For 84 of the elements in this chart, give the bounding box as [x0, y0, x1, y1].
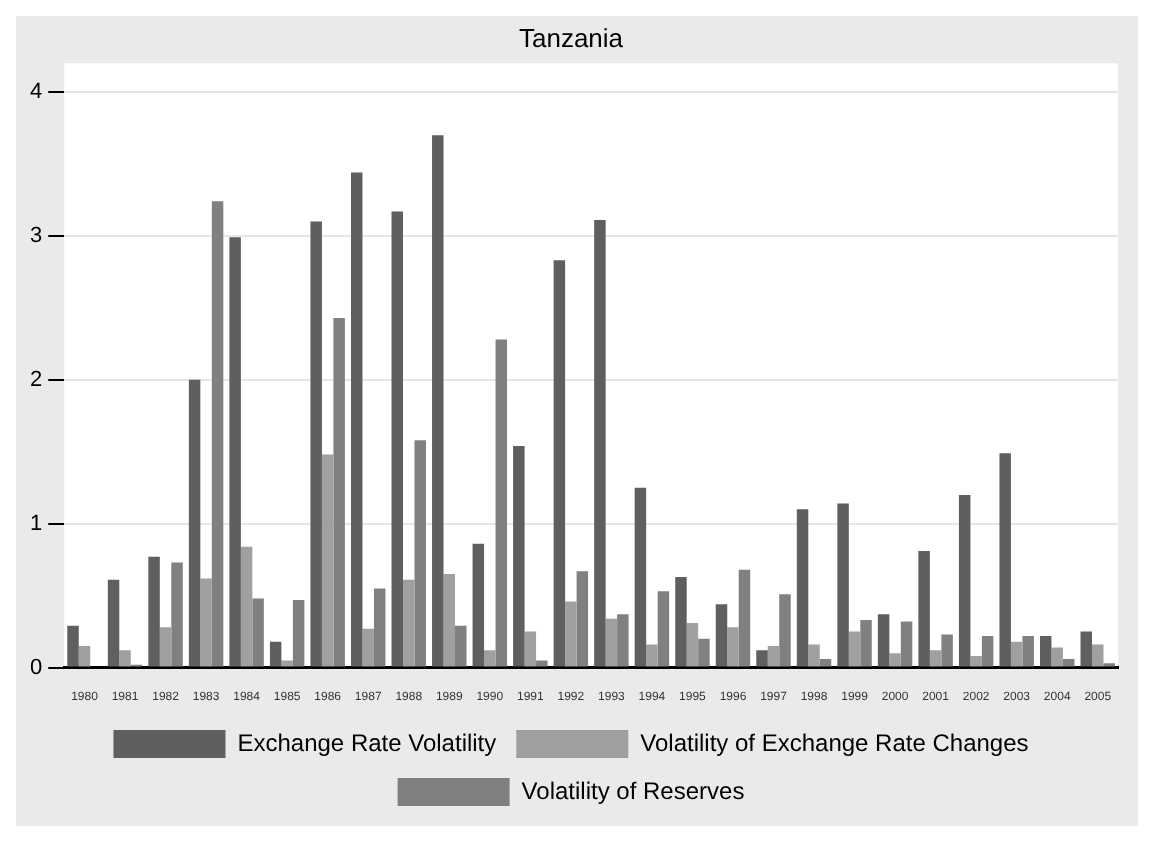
- bar: [767, 646, 780, 667]
- bar: [414, 440, 426, 667]
- bar: [779, 594, 791, 667]
- legend-label: Volatility of Exchange Rate Changes: [640, 728, 1029, 757]
- bar: [565, 601, 577, 667]
- bar: [796, 509, 809, 667]
- bar: [269, 641, 282, 667]
- bar: [67, 625, 79, 667]
- bar: [727, 627, 739, 667]
- bar: [819, 658, 832, 667]
- bar: [756, 650, 768, 667]
- bar: [605, 618, 618, 667]
- y-tick-label: 4: [29, 80, 43, 105]
- bar: [443, 574, 456, 667]
- bar: [484, 650, 496, 667]
- bar: [553, 260, 566, 667]
- bar: [402, 579, 415, 667]
- bar: [929, 650, 942, 667]
- bar: [252, 598, 264, 667]
- bar: [159, 627, 172, 667]
- bar: [808, 644, 820, 667]
- bar: [362, 628, 374, 667]
- bar: [350, 172, 363, 667]
- bar: [321, 454, 334, 667]
- bar: [1091, 644, 1104, 667]
- bar: [1051, 647, 1063, 667]
- legend-label: Exchange Rate Volatility: [237, 728, 497, 757]
- bar: [889, 653, 901, 667]
- y-tick-label: 2: [29, 367, 43, 392]
- bar: [229, 237, 241, 667]
- y-tick-label: 0: [29, 655, 43, 680]
- bar: [536, 660, 548, 667]
- bar: [211, 201, 224, 667]
- bar: [576, 571, 589, 667]
- bar: [171, 562, 183, 667]
- bar: [1039, 635, 1052, 667]
- bar: [524, 631, 537, 667]
- bar: [970, 656, 982, 667]
- bar: [281, 660, 293, 667]
- bar: [310, 221, 322, 667]
- bar: [981, 635, 994, 667]
- bar: [119, 650, 131, 667]
- bar: [657, 591, 670, 667]
- bar: [1062, 658, 1075, 667]
- bar: [837, 503, 849, 667]
- legend-label: Volatility of Reserves: [521, 776, 745, 805]
- bar: [646, 644, 658, 667]
- bar: [634, 487, 647, 667]
- bar: [594, 220, 606, 667]
- bar: [107, 579, 120, 667]
- bar: [373, 588, 386, 667]
- bar: [188, 379, 201, 667]
- bar: [200, 578, 212, 667]
- bar: [432, 135, 444, 667]
- y-tick-label: 1: [29, 511, 43, 536]
- bar: [472, 543, 485, 667]
- bar: [675, 576, 687, 667]
- bar: [333, 317, 345, 667]
- bar: [958, 494, 971, 667]
- bar: [240, 546, 253, 667]
- bar: [391, 211, 403, 667]
- bar: [999, 453, 1011, 667]
- bar: [900, 621, 913, 667]
- bar: [715, 604, 728, 667]
- y-tick-label: 3: [29, 223, 43, 248]
- bar: [860, 620, 872, 667]
- bar: [848, 631, 861, 667]
- bar: [918, 551, 930, 667]
- bar: [513, 445, 525, 667]
- bar: [1010, 641, 1023, 667]
- bar: [698, 638, 710, 667]
- bar: [495, 339, 508, 667]
- bar: [738, 569, 751, 667]
- bar: [455, 625, 467, 667]
- bar: [148, 556, 160, 667]
- chart-title: Tanzania: [518, 22, 625, 53]
- bar: [617, 614, 629, 667]
- bar: [1080, 631, 1092, 667]
- bar: [292, 599, 305, 667]
- bar: [686, 622, 699, 667]
- bar: [1022, 635, 1034, 667]
- bar: [941, 634, 953, 667]
- bar: [877, 614, 890, 667]
- bar: [78, 646, 91, 667]
